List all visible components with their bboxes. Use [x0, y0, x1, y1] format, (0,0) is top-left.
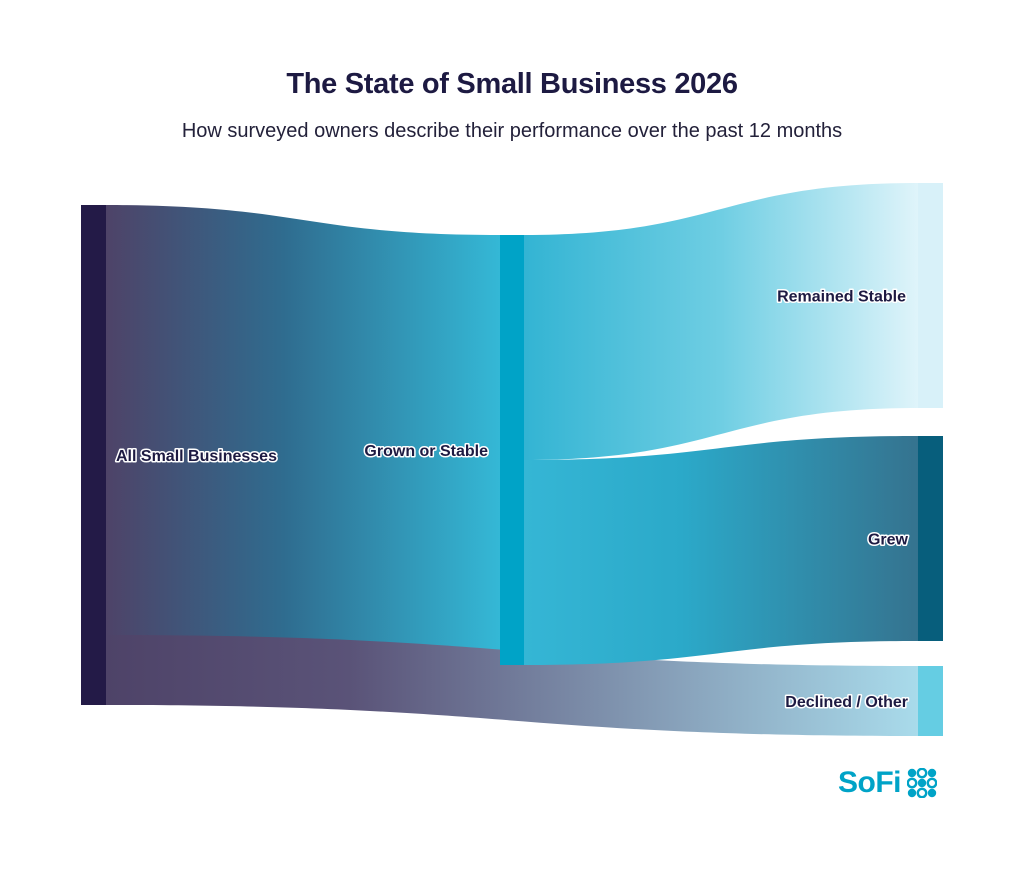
chart-title: The State of Small Business 2026	[286, 68, 738, 100]
sofi-dots-icon	[907, 768, 937, 798]
node-grew	[918, 436, 943, 641]
label-stable: Remained Stable	[777, 289, 906, 306]
node-all	[81, 205, 106, 705]
brand-logo: SoFi	[838, 768, 937, 798]
brand-wordmark: SoFi	[838, 766, 902, 799]
node-declined	[918, 666, 943, 736]
links-layer	[106, 183, 918, 736]
node-stable	[918, 183, 943, 408]
link-grown-or-stable-to-remained-stable	[524, 183, 918, 460]
link-all-to-declined	[106, 635, 918, 736]
link-grown-or-stable-to-grew	[524, 436, 918, 665]
link-all-to-grown-or-stable	[106, 205, 500, 665]
labels-layer: All Small Businesses Grown or Stable Remai…	[115, 287, 911, 713]
label-declined: Declined / Other	[785, 694, 908, 711]
chart-subtitle: How surveyed owners describe their perfo…	[181, 120, 843, 142]
nodes-layer	[81, 183, 943, 736]
node-grown-stable	[500, 235, 524, 665]
label-grown-stable: Grown or Stable	[364, 443, 488, 460]
label-all: All Small Businesses	[116, 448, 277, 465]
label-grew: Grew	[868, 532, 909, 549]
